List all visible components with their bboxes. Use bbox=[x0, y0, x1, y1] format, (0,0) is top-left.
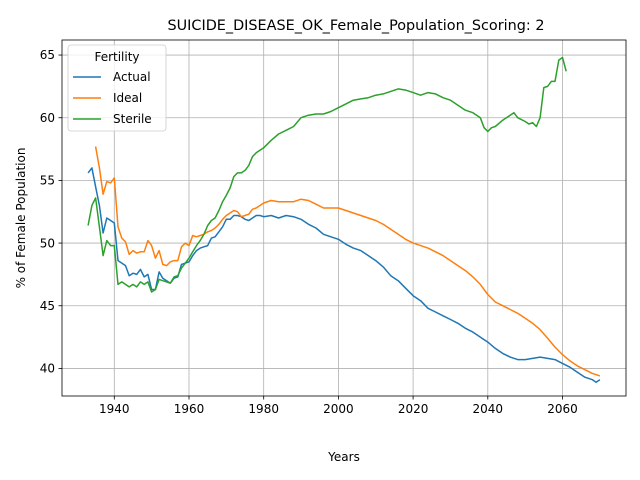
plot-border bbox=[61, 39, 627, 397]
x-tick-label: 1940 bbox=[99, 402, 130, 416]
y-tick-label: 45 bbox=[40, 299, 55, 313]
x-tick-label: 2040 bbox=[473, 402, 504, 416]
legend-label-actual: Actual bbox=[113, 70, 151, 84]
x-tick-label: 2000 bbox=[323, 402, 354, 416]
x-tick-label: 2060 bbox=[547, 402, 578, 416]
legend-title: Fertility bbox=[94, 50, 139, 64]
y-axis-label: % of Female Population bbox=[14, 148, 28, 289]
legend-box bbox=[67, 44, 167, 132]
legend: Fertility Actual Ideal Sterile bbox=[67, 44, 167, 132]
y-tick-label: 55 bbox=[40, 174, 55, 188]
x-axis-ticks: 1940 1960 1980 2000 2020 2040 2060 bbox=[99, 396, 578, 416]
x-tick-label: 1980 bbox=[248, 402, 279, 416]
legend-label-sterile: Sterile bbox=[113, 112, 152, 126]
y-tick-label: 65 bbox=[40, 48, 55, 62]
series-line-sterile bbox=[87, 56, 567, 293]
y-tick-label: 50 bbox=[40, 236, 55, 250]
x-tick-label: 1960 bbox=[174, 402, 205, 416]
legend-label-ideal: Ideal bbox=[113, 91, 142, 105]
chart-title: SUICIDE_DISEASE_OK_Female_Population_Sco… bbox=[168, 18, 545, 34]
x-axis-label: Years bbox=[327, 450, 360, 464]
series-lines bbox=[87, 56, 601, 383]
y-tick-label: 60 bbox=[40, 111, 55, 125]
series-line-ideal bbox=[94, 146, 601, 377]
series-line-actual bbox=[87, 167, 601, 383]
x-tick-label: 2020 bbox=[398, 402, 429, 416]
y-tick-label: 40 bbox=[40, 362, 55, 376]
y-axis-ticks: 40 45 50 55 60 65 bbox=[40, 48, 62, 376]
